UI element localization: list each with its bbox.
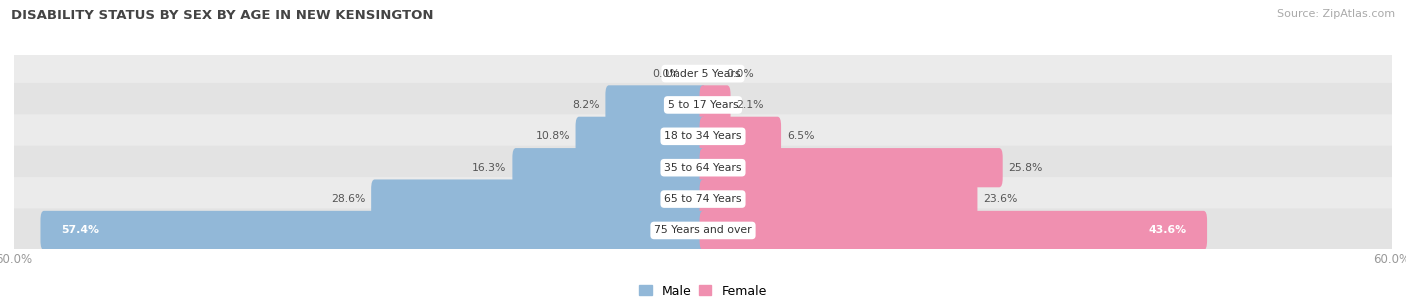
Text: 35 to 64 Years: 35 to 64 Years (664, 163, 742, 173)
Text: 18 to 34 Years: 18 to 34 Years (664, 131, 742, 141)
FancyBboxPatch shape (11, 146, 1395, 190)
FancyBboxPatch shape (700, 117, 782, 156)
Text: 28.6%: 28.6% (330, 194, 366, 204)
Text: 57.4%: 57.4% (60, 226, 100, 236)
Text: 65 to 74 Years: 65 to 74 Years (664, 194, 742, 204)
FancyBboxPatch shape (11, 114, 1395, 158)
Text: Source: ZipAtlas.com: Source: ZipAtlas.com (1277, 9, 1395, 19)
Text: 2.1%: 2.1% (737, 100, 763, 110)
Legend: Male, Female: Male, Female (640, 285, 766, 298)
FancyBboxPatch shape (11, 83, 1395, 127)
Text: 0.0%: 0.0% (652, 68, 681, 78)
Text: 6.5%: 6.5% (787, 131, 814, 141)
Text: Under 5 Years: Under 5 Years (665, 68, 741, 78)
FancyBboxPatch shape (512, 148, 706, 187)
FancyBboxPatch shape (371, 179, 706, 219)
Text: 23.6%: 23.6% (983, 194, 1018, 204)
FancyBboxPatch shape (11, 52, 1395, 95)
FancyBboxPatch shape (700, 148, 1002, 187)
Text: 0.0%: 0.0% (725, 68, 754, 78)
Text: 5 to 17 Years: 5 to 17 Years (668, 100, 738, 110)
FancyBboxPatch shape (41, 211, 706, 250)
Text: 10.8%: 10.8% (536, 131, 569, 141)
FancyBboxPatch shape (700, 211, 1208, 250)
FancyBboxPatch shape (700, 85, 731, 125)
FancyBboxPatch shape (11, 177, 1395, 221)
FancyBboxPatch shape (606, 85, 706, 125)
Text: 43.6%: 43.6% (1149, 226, 1187, 236)
Text: 75 Years and over: 75 Years and over (654, 226, 752, 236)
Text: 16.3%: 16.3% (472, 163, 506, 173)
FancyBboxPatch shape (700, 179, 977, 219)
FancyBboxPatch shape (575, 117, 706, 156)
Text: 25.8%: 25.8% (1008, 163, 1043, 173)
Text: DISABILITY STATUS BY SEX BY AGE IN NEW KENSINGTON: DISABILITY STATUS BY SEX BY AGE IN NEW K… (11, 9, 433, 22)
FancyBboxPatch shape (11, 209, 1395, 252)
Text: 8.2%: 8.2% (572, 100, 599, 110)
